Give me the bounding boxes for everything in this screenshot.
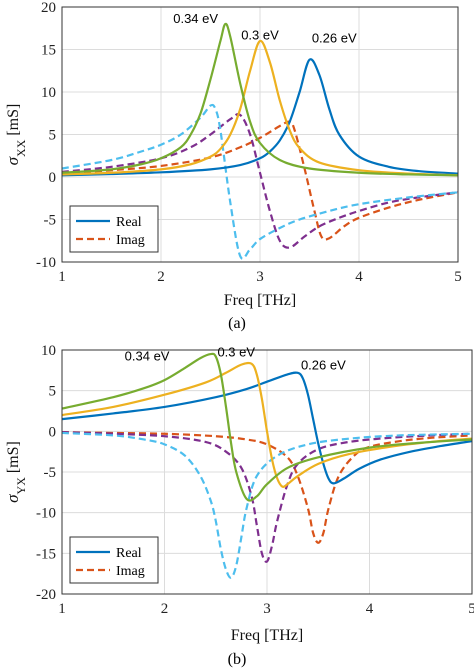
- fermi-level-annotation: 0.34 eV: [125, 349, 170, 364]
- fermi-level-annotation: 0.26 eV: [301, 358, 346, 373]
- x-tick-label: 4: [355, 269, 363, 285]
- x-tick-label: 2: [161, 601, 169, 617]
- imag-series-line: [62, 431, 472, 563]
- panel-label: (a): [228, 315, 246, 332]
- y-tick-label: -15: [36, 546, 56, 562]
- y-tick-label: 10: [41, 85, 56, 101]
- legend: Real Imag: [69, 205, 159, 253]
- legend-label: Imag: [116, 233, 145, 248]
- x-tick-label: 3: [256, 269, 264, 285]
- real-series-line: [62, 361, 472, 489]
- y-tick-label: 20: [41, 0, 56, 16]
- plot-frame: [61, 6, 459, 263]
- real-series-line: [62, 58, 458, 177]
- legend: Real Imag: [69, 536, 159, 584]
- x-axis-label: Freq [THz]: [224, 292, 296, 309]
- y-tick-label: 0: [49, 424, 57, 440]
- y-axis-symbol: σ: [3, 156, 22, 165]
- panel-label: (b): [228, 651, 247, 668]
- y-tick-label: 10: [41, 343, 56, 359]
- y-axis-label: σYX [mS]: [3, 441, 28, 503]
- fermi-level-annotation: 0.3 eV: [241, 27, 279, 42]
- y-tick-label: 5: [49, 128, 57, 144]
- y-axis-unit: [mS]: [5, 441, 22, 477]
- x-tick-label: 5: [454, 269, 462, 285]
- fermi-level-annotation: 0.3 eV: [217, 345, 255, 360]
- imag-series-line: [62, 431, 472, 579]
- real-series-line: [62, 371, 472, 485]
- y-axis-unit: [mS]: [5, 104, 22, 140]
- y-tick-label: -10: [36, 506, 56, 522]
- x-tick-label: 1: [58, 269, 66, 285]
- y-tick-label: 0: [49, 170, 57, 186]
- chart-panel-a: 1 2 3 4 5 -10 -5 0 5 10 15 20 0.34 eV 0.3 eV 0.26 eV Re…: [3, 0, 462, 332]
- legend-label: Real: [116, 546, 142, 561]
- chart-panel-b: 1 2 3 4 5 -20 -15 -10 -5 0 5 10 0.34 eV 0.3 eV 0.26 eV…: [3, 343, 474, 668]
- x-tick-label: 3: [263, 601, 271, 617]
- y-tick-label: -10: [36, 255, 56, 271]
- fermi-level-annotation: 0.34 eV: [173, 11, 218, 26]
- fermi-level-annotation: 0.26 eV: [312, 31, 357, 46]
- legend-label: Imag: [116, 564, 145, 579]
- real-series-line: [62, 39, 458, 177]
- y-tick-label: 5: [49, 384, 57, 400]
- legend-label: Real: [116, 215, 142, 230]
- imag-series-line: [62, 431, 472, 544]
- y-axis-subscript: XX: [14, 139, 28, 157]
- y-tick-label: 15: [41, 43, 56, 59]
- y-tick-label: -20: [36, 587, 56, 603]
- y-tick-label: -5: [44, 213, 57, 229]
- y-tick-label: -5: [44, 465, 57, 481]
- imag-series-line: [62, 103, 458, 260]
- x-tick-label: 5: [468, 601, 474, 617]
- legend-box: [69, 536, 159, 584]
- y-axis-subscript: YX: [14, 477, 28, 495]
- x-tick-label: 1: [58, 601, 66, 617]
- y-axis-symbol: σ: [3, 494, 22, 503]
- real-series-line: [62, 352, 472, 502]
- x-axis-label: Freq [THz]: [231, 627, 303, 644]
- legend-box: [69, 205, 159, 253]
- x-tick-label: 4: [366, 601, 374, 617]
- plot-frame: [61, 349, 473, 595]
- y-axis-label: σXX [mS]: [3, 104, 28, 166]
- x-tick-label: 2: [157, 269, 165, 285]
- real-series-line: [62, 22, 458, 177]
